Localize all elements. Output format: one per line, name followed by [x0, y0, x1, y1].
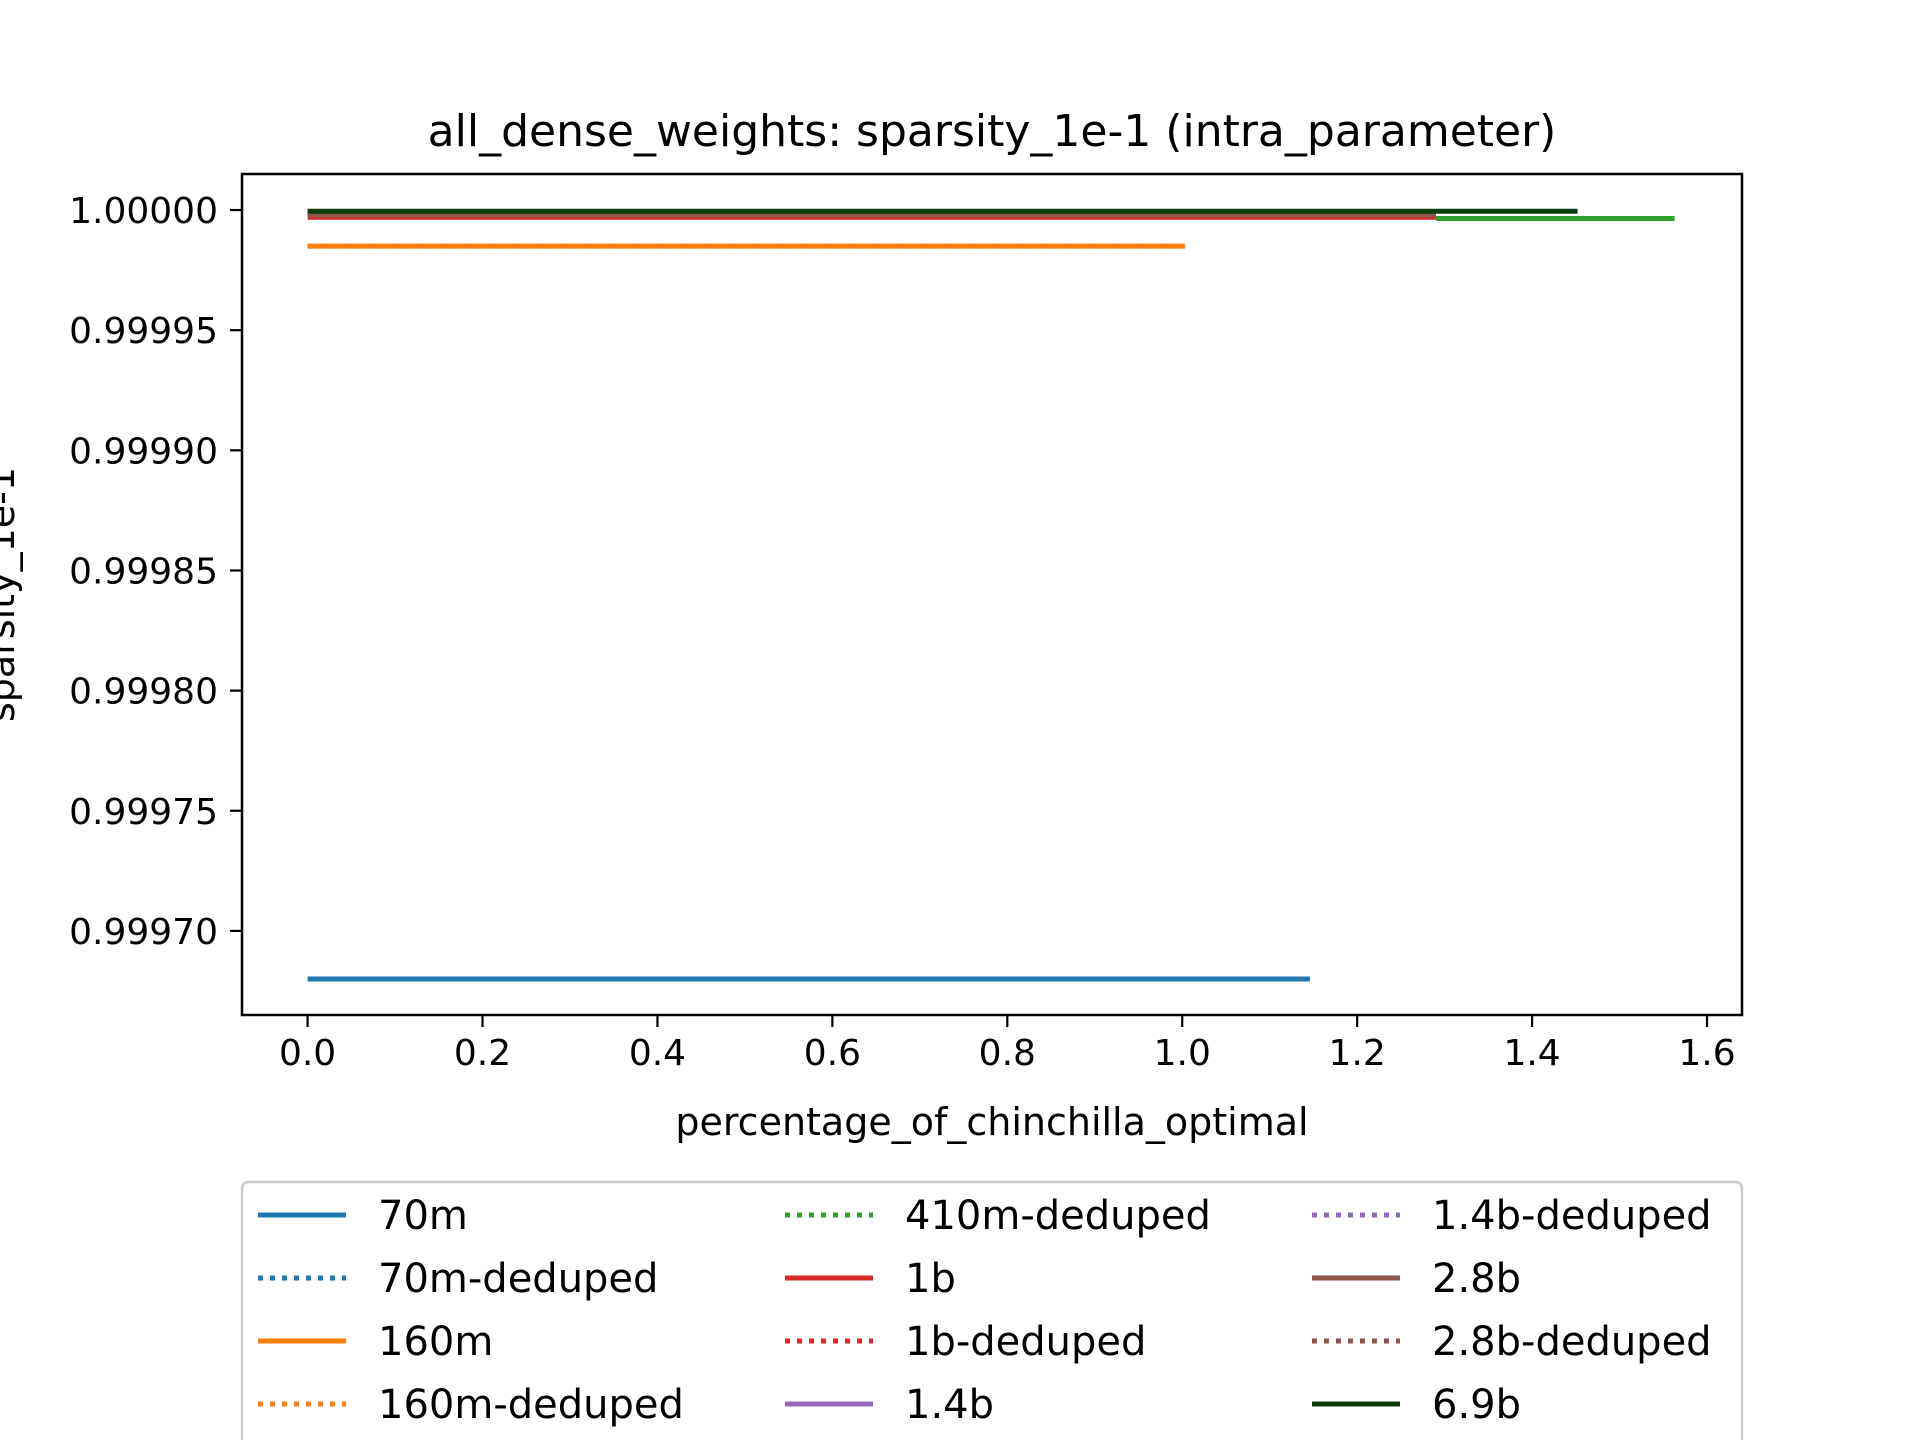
- legend-label-1-4b: 1.4b: [905, 1382, 994, 1428]
- legend-label-2-8b: 2.8b: [1432, 1256, 1521, 1302]
- legend-label-2-8b-deduped: 2.8b-deduped: [1432, 1319, 1712, 1365]
- legend-label-1b-deduped: 1b-deduped: [905, 1319, 1146, 1365]
- y-tick-label: 0.99995: [69, 311, 218, 352]
- x-tick-label: 0.6: [804, 1033, 861, 1074]
- y-tick-label: 0.99975: [69, 792, 218, 833]
- y-tick-label: 0.99985: [69, 551, 218, 592]
- y-axis: 0.99970 0.99975 0.99980 0.99985 0.99990 0.999…: [69, 191, 242, 953]
- x-tick-label: 0.4: [629, 1033, 686, 1074]
- x-axis-label: percentage_of_chinchilla_optimal: [675, 1100, 1308, 1144]
- y-tick-label: 0.99980: [69, 672, 218, 713]
- x-tick-label: 1.0: [1154, 1033, 1211, 1074]
- x-tick-label: 0.8: [979, 1033, 1036, 1074]
- legend-label-6-9b: 6.9b: [1432, 1382, 1521, 1428]
- legend-label-410m-deduped: 410m-deduped: [905, 1193, 1211, 1239]
- x-tick-label: 1.2: [1329, 1033, 1386, 1074]
- y-tick-label: 1.00000: [69, 191, 218, 232]
- legend-label-160m: 160m: [378, 1319, 493, 1365]
- plot-frame: [240, 172, 1744, 1017]
- x-tick-label: 1.6: [1678, 1033, 1735, 1074]
- legend-label-1b: 1b: [905, 1256, 956, 1302]
- series-layer: [307, 208, 1675, 982]
- legend-label-1-4b-deduped: 1.4b-deduped: [1432, 1193, 1712, 1239]
- chart-title: all_dense_weights: sparsity_1e-1 (intra_…: [428, 106, 1557, 157]
- x-tick-label: 1.4: [1503, 1033, 1560, 1074]
- y-axis-label: sparsity_1e-1: [0, 467, 23, 722]
- legend-label-70m: 70m: [378, 1193, 468, 1239]
- x-axis: 0.0 0.2 0.4 0.6 0.8 1.0 1.2 1.4 1.6: [279, 1015, 1736, 1074]
- legend-frame: [240, 1180, 1744, 1440]
- x-tick-label: 0.2: [454, 1033, 511, 1074]
- y-tick-label: 0.99990: [69, 431, 218, 472]
- legend-label-70m-deduped: 70m-deduped: [378, 1256, 658, 1302]
- legend-label-160m-deduped: 160m-deduped: [378, 1382, 684, 1428]
- y-tick-label: 0.99970: [69, 912, 218, 953]
- x-tick-label: 0.0: [279, 1033, 336, 1074]
- legend: 70m 70m-deduped 160m 160m-deduped 410m-dedup…: [240, 1180, 1744, 1440]
